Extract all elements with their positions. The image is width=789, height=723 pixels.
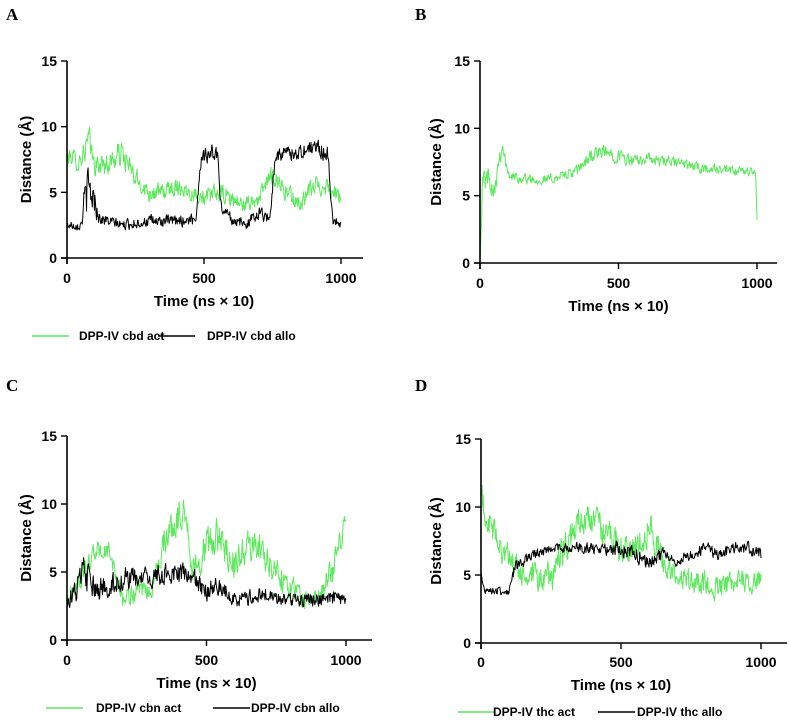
y-axis-title: Distance (Å) xyxy=(428,497,445,585)
x-tick-label: 500 xyxy=(607,275,631,291)
y-tick-label: 10 xyxy=(455,499,471,515)
legend-label: DPP-IV thc allo xyxy=(637,705,722,719)
panel-letter: D xyxy=(415,376,427,395)
legend-label: DPP-IV thc act xyxy=(493,705,575,719)
y-axis-title: Distance (Å) xyxy=(428,118,445,206)
legend: DPP-IV cbd act DPP-IV cbd allo xyxy=(32,329,296,343)
series-line-a xyxy=(66,499,347,610)
y-tick-label: 5 xyxy=(463,567,471,583)
series-line-a xyxy=(480,484,762,602)
x-tick-label: 500 xyxy=(192,270,216,286)
y-tick-label: 15 xyxy=(455,431,471,447)
legend: DPP-IV cbn act DPP-IV cbn allo xyxy=(46,701,340,715)
y-tick-label: 0 xyxy=(463,635,471,651)
legend-label: DPP-IV cbd allo xyxy=(207,329,296,343)
series-line-b xyxy=(66,557,347,608)
y-tick-label: 5 xyxy=(49,184,57,200)
y-tick-label: 0 xyxy=(49,250,57,266)
y-tick-label: 0 xyxy=(49,632,57,648)
series-line-a xyxy=(66,127,342,211)
y-tick-label: 15 xyxy=(41,428,57,444)
x-tick-label: 0 xyxy=(477,654,485,670)
x-tick-label: 500 xyxy=(195,652,219,668)
series-line-a xyxy=(479,144,758,261)
y-tick-label: 10 xyxy=(454,120,470,136)
panel-a: A 0 5 10 15 0 500 1000 Time (ns × 10) Distance (Å… xyxy=(6,5,363,343)
x-tick-label: 1000 xyxy=(745,654,776,670)
y-tick-label: 5 xyxy=(49,564,57,580)
legend-label: DPP-IV cbd act xyxy=(79,329,164,343)
panel-d: D 0 5 10 15 0 500 1000 Time (ns × 10) Distance (Å… xyxy=(415,376,787,719)
x-tick-label: 1000 xyxy=(741,275,772,291)
panel-b: B 0 5 10 15 0 500 1000 Time (ns × 10) Distance (Å… xyxy=(415,5,777,315)
x-axis-title: Time (ns × 10) xyxy=(154,293,254,310)
y-tick-label: 15 xyxy=(41,53,57,69)
x-tick-label: 1000 xyxy=(330,652,361,668)
y-tick-label: 10 xyxy=(41,119,57,135)
series-line-b xyxy=(66,139,342,231)
panel-letter: C xyxy=(6,376,18,395)
x-axis-title: Time (ns × 10) xyxy=(571,677,671,694)
x-axis-title: Time (ns × 10) xyxy=(156,675,256,692)
y-axis-title: Distance (Å) xyxy=(18,494,35,582)
x-tick-label: 0 xyxy=(63,270,71,286)
y-tick-label: 10 xyxy=(41,496,57,512)
y-axis-title: Distance (Å) xyxy=(18,116,35,204)
panel-letter: B xyxy=(415,5,426,24)
panel-c: C 0 5 10 15 0 500 1000 Time (ns × 10) Distance (Å… xyxy=(6,376,372,715)
series-line-b xyxy=(480,540,762,596)
x-tick-label: 1000 xyxy=(325,270,356,286)
x-tick-label: 0 xyxy=(476,275,484,291)
x-tick-label: 0 xyxy=(63,652,71,668)
x-tick-label: 500 xyxy=(609,654,633,670)
y-tick-label: 15 xyxy=(454,53,470,69)
y-tick-label: 5 xyxy=(462,188,470,204)
legend-label: DPP-IV cbn allo xyxy=(251,701,340,715)
panel-letter: A xyxy=(6,5,19,24)
y-tick-label: 0 xyxy=(462,255,470,271)
legend-label: DPP-IV cbn act xyxy=(96,701,181,715)
x-axis-title: Time (ns × 10) xyxy=(568,298,668,315)
legend: DPP-IV thc act DPP-IV thc allo xyxy=(458,705,722,719)
